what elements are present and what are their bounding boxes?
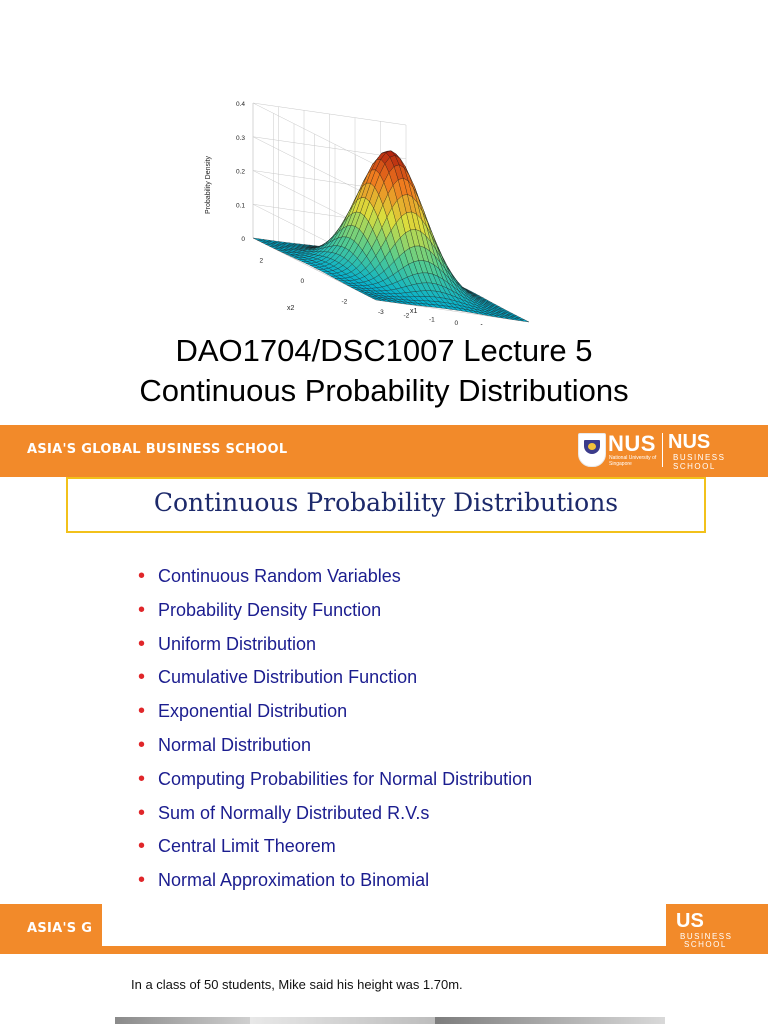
x1-tick-label: -1 bbox=[429, 316, 435, 323]
example-slide: In a class of 50 students, Mike said his… bbox=[0, 959, 768, 1024]
z-axis-label: Probability Density bbox=[205, 156, 212, 214]
bullet-icon: • bbox=[138, 598, 146, 621]
nus-logo: NUS National University of Singapore NUS… bbox=[578, 431, 743, 471]
x1-tick-label: -3 bbox=[378, 309, 384, 316]
logo-university-name: National University of Singapore bbox=[609, 455, 657, 467]
surface-patch bbox=[519, 319, 530, 323]
topic-title: Continuous Probability Distributions bbox=[153, 488, 619, 517]
lecture-title: DAO1704/DSC1007 Lecture 5 bbox=[175, 333, 593, 368]
logo-school-business: BUSINESS bbox=[673, 453, 726, 462]
header-band: ASIA'S GLOBAL BUSINESS SCHOOL NUS Nation… bbox=[0, 425, 768, 477]
footer-logo-fragment: US bbox=[676, 910, 704, 932]
grid-line bbox=[375, 299, 530, 323]
z-tick-label: 0.2 bbox=[236, 169, 245, 176]
title-slide: 0.4 0.3 0.2 0.1 0 Probability Density -3 -2 -1 0 1… bbox=[0, 0, 768, 424]
bullet-icon: • bbox=[138, 733, 146, 756]
z-tick-label: 0.3 bbox=[236, 135, 245, 142]
grid-line bbox=[252, 102, 407, 166]
x1-tick-label: -2 bbox=[404, 313, 410, 320]
grid-line bbox=[252, 170, 407, 233]
footer-logo-school: SCHOOL bbox=[684, 940, 727, 949]
x1-tick-label: 1 bbox=[480, 324, 484, 325]
photo-strip-right bbox=[435, 1017, 665, 1024]
bullet-icon: • bbox=[138, 666, 146, 689]
x2-tick-label: 0 bbox=[301, 278, 305, 285]
grid-line bbox=[252, 136, 407, 199]
z-tick-label: 0.1 bbox=[236, 202, 245, 209]
z-tick-label: 0 bbox=[241, 236, 245, 243]
outline-slide: Continuous Probability Distributions • Co… bbox=[0, 424, 768, 959]
bullet-icon: • bbox=[138, 869, 146, 892]
photo-strip-left bbox=[115, 1017, 250, 1024]
logo-school-nus: NUS bbox=[668, 431, 711, 453]
logo-school-school: SCHOOL bbox=[673, 462, 716, 471]
bullet-icon: • bbox=[138, 767, 146, 790]
x2-tick-label: 2 bbox=[260, 257, 264, 264]
example-text: In a class of 50 students, Mike said his… bbox=[131, 977, 463, 992]
bullet-icon: • bbox=[138, 835, 146, 858]
x1-tick-label: 0 bbox=[455, 320, 459, 325]
overlay-panel bbox=[102, 896, 666, 946]
topic-title-box: Continuous Probability Distributions bbox=[66, 477, 706, 533]
school-tagline: ASIA'S GLOBAL BUSINESS SCHOOL bbox=[27, 442, 288, 457]
footer-tagline-fragment: ASIA'S G bbox=[27, 921, 93, 936]
logo-divider bbox=[662, 433, 663, 467]
z-tick-label: 0.4 bbox=[236, 101, 245, 108]
bullet-icon: • bbox=[138, 700, 146, 723]
lecture-subtitle: Continuous Probability Distributions bbox=[139, 373, 629, 408]
x2-axis-label: x2 bbox=[287, 305, 295, 312]
logo-nus-text: NUS bbox=[608, 431, 656, 456]
crest-icon bbox=[578, 433, 606, 467]
bullet-icon: • bbox=[138, 801, 146, 824]
photo-strip-middle bbox=[250, 1017, 435, 1024]
x2-tick-label: -2 bbox=[342, 299, 348, 306]
footer-logo-business: BUSINESS bbox=[680, 932, 733, 941]
bivariate-normal-surface-plot: 0.4 0.3 0.2 0.1 0 Probability Density -3 -2 -1 0 1… bbox=[205, 101, 530, 325]
bullet-icon: • bbox=[138, 632, 146, 655]
x1-axis-label: x1 bbox=[410, 308, 418, 315]
bullet-icon: • bbox=[138, 565, 146, 587]
